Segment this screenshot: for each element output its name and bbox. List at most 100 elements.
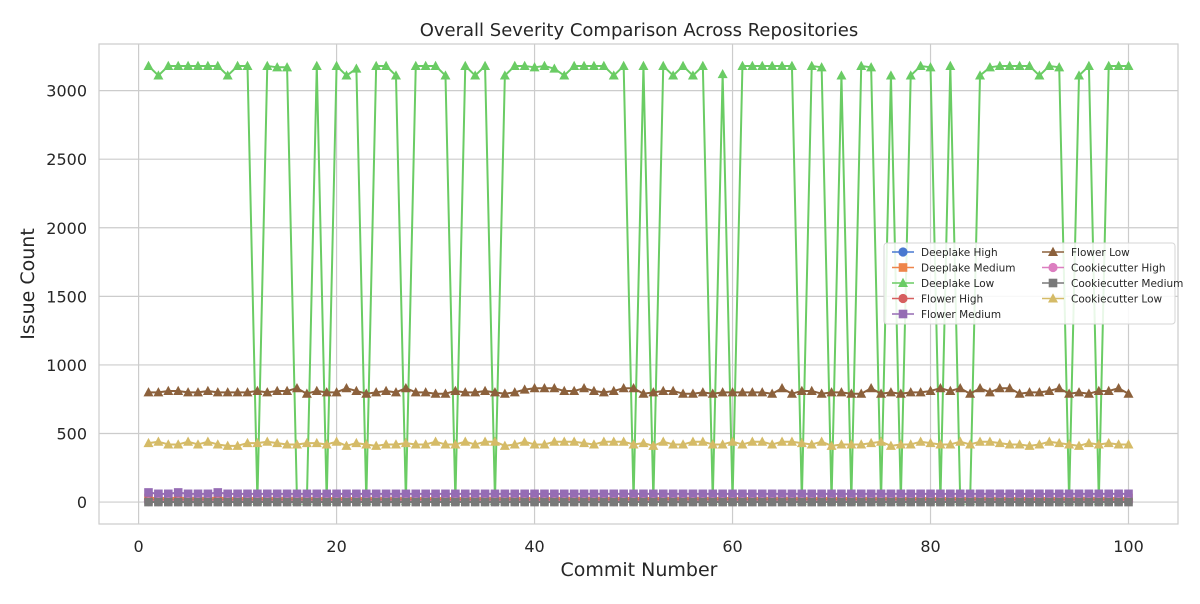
data-point-cookiecutter-low <box>311 437 322 448</box>
data-point-cookiecutter-medium <box>282 497 292 507</box>
data-point-flower-low <box>321 387 332 397</box>
data-point-flower-medium <box>965 489 975 499</box>
data-point-deeplake-low <box>331 60 342 70</box>
data-point-flower-medium <box>371 489 381 499</box>
x-tick-label: 20 <box>326 537 346 556</box>
data-point-flower-low <box>341 383 352 393</box>
legend-item: Flower High <box>892 294 983 306</box>
data-point-cookiecutter-medium <box>342 497 351 507</box>
legend-label: Flower Low <box>1071 247 1130 259</box>
data-point-flower-medium <box>1114 489 1123 499</box>
data-point-cookiecutter-medium <box>381 497 391 507</box>
data-point-flower-low <box>975 383 986 393</box>
data-point-cookiecutter-low <box>1054 437 1065 448</box>
data-point-cookiecutter-medium <box>995 497 1005 507</box>
data-point-cookiecutter-medium <box>144 497 153 507</box>
data-point-deeplake-low <box>569 60 580 70</box>
data-point-flower-low <box>846 388 857 398</box>
data-point-deeplake-low <box>499 70 510 80</box>
data-point-cookiecutter-low <box>282 439 293 449</box>
data-point-flower-low <box>984 387 995 397</box>
x-tick-label: 40 <box>524 537 544 556</box>
data-point-flower-low <box>628 383 639 393</box>
data-point-deeplake-low <box>212 60 223 70</box>
data-point-cookiecutter-medium <box>460 497 470 507</box>
data-point-flower-medium <box>421 489 430 499</box>
data-point-flower-medium <box>163 489 173 499</box>
data-point-cookiecutter-low <box>529 439 540 449</box>
data-point-cookiecutter-low <box>965 439 976 449</box>
data-point-flower-low <box>1014 388 1025 398</box>
data-point-flower-low <box>489 387 500 397</box>
data-point-deeplake-low <box>163 60 174 70</box>
data-point-cookiecutter-medium <box>352 497 361 507</box>
data-point-cookiecutter-medium <box>886 497 896 507</box>
data-point-cookiecutter-low <box>1064 439 1075 449</box>
legend-marker <box>898 263 908 272</box>
data-point-cookiecutter-low <box>668 439 679 449</box>
data-point-deeplake-low <box>183 60 194 70</box>
data-point-cookiecutter-low <box>628 439 639 449</box>
data-point-cookiecutter-low <box>885 440 896 450</box>
data-point-flower-low <box>410 387 421 397</box>
data-point-flower-medium <box>193 489 203 499</box>
data-point-cookiecutter-low <box>579 437 590 448</box>
data-point-flower-low <box>1093 385 1104 395</box>
data-point-flower-medium <box>223 489 232 499</box>
data-point-flower-low <box>163 385 174 395</box>
data-point-flower-low <box>638 388 649 398</box>
data-point-flower-low <box>727 387 738 397</box>
data-point-flower-low <box>965 388 976 398</box>
y-tick-label: 2500 <box>46 150 87 169</box>
y-tick-label: 2000 <box>46 219 87 238</box>
data-point-cookiecutter-medium <box>569 497 579 507</box>
data-point-flower-low <box>440 388 451 398</box>
data-point-cookiecutter-low <box>658 436 669 446</box>
data-point-cookiecutter-low <box>1044 436 1055 446</box>
data-point-deeplake-low <box>737 60 748 70</box>
data-point-flower-medium <box>401 489 411 499</box>
data-point-flower-medium <box>322 489 331 499</box>
data-point-cookiecutter-medium <box>658 497 668 507</box>
data-point-deeplake-low <box>341 70 352 80</box>
legend-item: Cookiecutter Medium <box>1042 278 1183 290</box>
data-point-flower-medium <box>787 489 797 499</box>
data-point-deeplake-low <box>1034 70 1045 80</box>
data-point-flower-medium <box>896 489 906 499</box>
data-point-flower-medium <box>876 489 886 499</box>
data-point-cookiecutter-low <box>351 437 362 448</box>
x-tick-label: 60 <box>722 537 742 556</box>
data-point-flower-medium <box>936 489 945 499</box>
y-tick-label: 1000 <box>46 356 87 375</box>
data-point-cookiecutter-medium <box>302 497 312 507</box>
data-point-cookiecutter-low <box>262 436 273 446</box>
data-point-flower-low <box>717 387 728 397</box>
data-point-cookiecutter-low <box>301 437 312 448</box>
data-point-cookiecutter-medium <box>599 497 609 507</box>
data-point-deeplake-low <box>1014 60 1025 70</box>
data-point-flower-low <box>361 388 372 398</box>
data-point-deeplake-low <box>272 62 283 72</box>
data-point-cookiecutter-medium <box>1025 497 1034 507</box>
data-point-flower-medium <box>678 489 688 499</box>
data-point-deeplake-low <box>747 60 758 70</box>
data-point-flower-low <box>747 387 758 397</box>
data-point-deeplake-low <box>222 70 233 80</box>
data-point-flower-medium <box>460 489 470 499</box>
data-point-deeplake-low <box>806 60 817 70</box>
legend-marker <box>1048 262 1058 273</box>
data-point-flower-low <box>885 387 896 397</box>
data-point-flower-medium <box>995 489 1005 499</box>
data-point-flower-medium <box>282 489 292 499</box>
data-point-flower-medium <box>213 488 223 497</box>
data-point-cookiecutter-low <box>489 436 500 446</box>
data-point-deeplake-low <box>1083 60 1094 70</box>
data-point-cookiecutter-medium <box>629 497 638 507</box>
data-point-deeplake-low <box>984 62 995 72</box>
data-point-flower-low <box>767 388 778 398</box>
data-point-deeplake-low <box>836 70 847 80</box>
data-point-deeplake-low <box>816 62 827 72</box>
data-point-flower-low <box>1113 383 1124 393</box>
data-point-cookiecutter-low <box>173 439 184 449</box>
